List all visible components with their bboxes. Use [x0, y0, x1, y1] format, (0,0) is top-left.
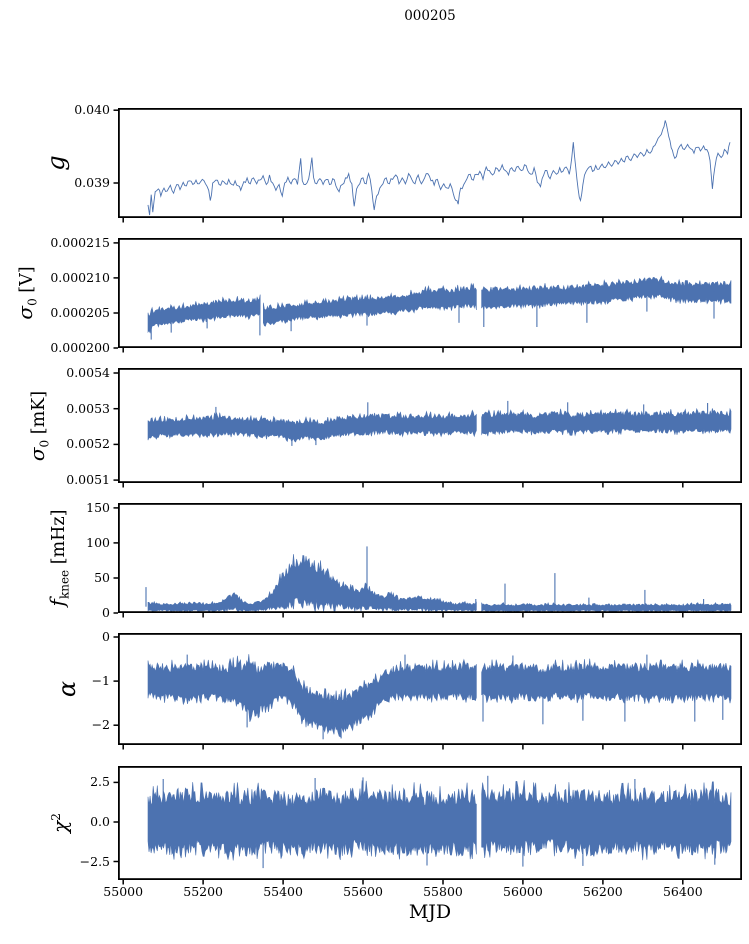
data-band	[147, 409, 477, 443]
axes-spines	[117, 237, 743, 348]
axes-spines	[117, 502, 743, 613]
axes-spines	[117, 632, 743, 745]
data-band	[481, 658, 732, 704]
y-axis-label-part: g	[42, 155, 70, 171]
y-axis-label-part: f	[44, 599, 69, 607]
y-tick-label: 0.000210	[50, 269, 110, 285]
axes-spines	[117, 367, 743, 483]
y-tick-label: −2	[91, 717, 110, 733]
y-tick-label: 0.0051	[66, 472, 110, 488]
data-line	[147, 120, 731, 216]
y-tick-label: 0.000215	[50, 234, 110, 250]
data-band	[481, 275, 732, 310]
data-band	[481, 407, 732, 437]
data-band	[481, 602, 732, 613]
y-tick-label: 0.040	[74, 102, 110, 118]
x-tick-label: 55800	[423, 884, 463, 899]
y-axis-label-part: [V]	[16, 266, 37, 299]
y-tick-label: 0.000205	[50, 304, 110, 320]
axes-spines	[117, 107, 743, 218]
y-tick-label: 100	[86, 534, 110, 550]
y-tick-label: −1	[91, 673, 110, 689]
x-tick-label: 55400	[263, 884, 303, 899]
y-axis-label-part: [mHz]	[48, 509, 69, 570]
axes-spines	[117, 765, 743, 880]
y-axis-label-sigma0-mk: σ0 [mK]	[25, 390, 52, 460]
y-axis-label-g: g	[42, 155, 70, 170]
y-axis-label-part: 0	[37, 439, 52, 447]
y-axis-label-part: 0	[25, 298, 40, 306]
data-band	[147, 654, 477, 738]
data-band	[147, 780, 477, 861]
y-axis-label-alpha: α	[53, 681, 81, 697]
data-band	[263, 282, 477, 327]
data-band	[481, 780, 732, 861]
y-axis-label-part: knee	[57, 569, 72, 600]
y-tick-label: 0	[102, 628, 110, 644]
panel-chi2-plot	[113, 765, 743, 885]
y-tick-label: 2.5	[90, 774, 110, 790]
x-tick-label: 55200	[183, 884, 224, 899]
y-tick-label: 150	[86, 499, 110, 515]
y-axis-label-part: α	[53, 680, 81, 698]
y-axis-label-sigma0-v: σ0 [V]	[13, 266, 40, 319]
y-tick-label: 0.039	[74, 175, 110, 191]
panel-alpha-plot	[113, 632, 743, 750]
y-axis-label-part: χ	[48, 820, 72, 833]
x-tick-label: 55600	[343, 884, 383, 899]
y-axis-label-part: σ	[24, 446, 49, 461]
y-tick-label: 0.000200	[50, 340, 110, 355]
y-tick-label: 0.0052	[66, 436, 110, 452]
x-tick-label: 56400	[662, 884, 703, 899]
data-band	[147, 294, 261, 334]
y-axis-label-chi2: χ2	[48, 813, 72, 833]
panel-fknee-plot	[113, 502, 743, 618]
y-tick-label: −2.5	[79, 853, 110, 869]
y-tick-label: 0	[102, 605, 110, 620]
x-axis-label: MJD	[408, 901, 452, 923]
y-axis-label-part: 2	[49, 813, 64, 821]
y-axis-label-part: [mK]	[28, 390, 49, 440]
y-tick-label: 0.0	[90, 813, 110, 829]
y-axis-label-part: σ	[12, 305, 37, 320]
panel-sigma0-mk-plot	[113, 367, 743, 488]
x-tick-label: 56200	[582, 884, 623, 899]
panel-sigma0-v-plot	[113, 237, 743, 353]
x-tick-label: 55000	[103, 884, 144, 899]
y-axis-label-fknee: fknee [mHz]	[45, 510, 72, 607]
y-tick-label: 0.0053	[66, 400, 110, 416]
y-tick-label: 0.0054	[66, 365, 110, 380]
y-tick-label: 50	[94, 569, 110, 585]
x-tick-label: 56000	[503, 884, 543, 899]
data-band	[147, 554, 477, 613]
panel-g-plot	[113, 107, 743, 223]
figure-title: 000205	[404, 8, 456, 24]
